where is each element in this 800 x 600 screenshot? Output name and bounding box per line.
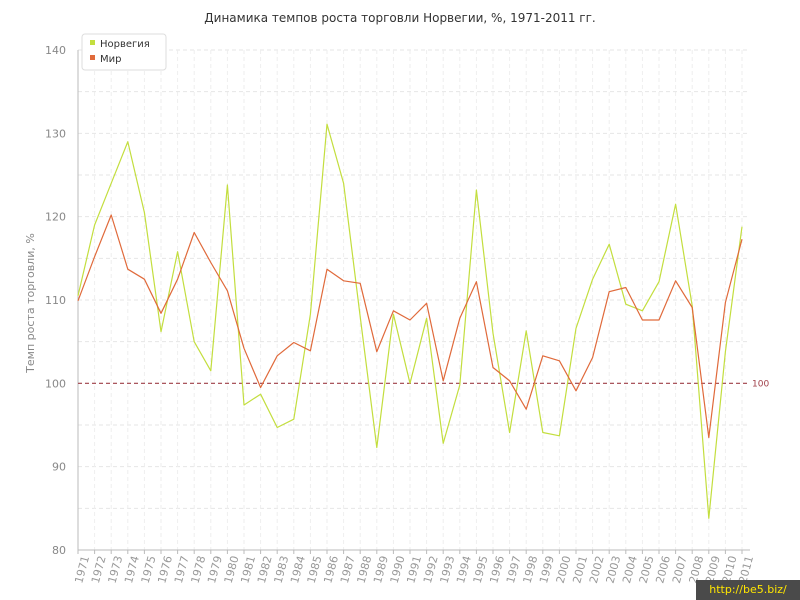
legend-label-norway: Норвегия — [100, 39, 150, 50]
series-lines — [77, 123, 743, 519]
watermark: http://be5.biz/ — [696, 580, 800, 600]
y-tick-label: 130 — [45, 127, 66, 140]
legend-swatch-world — [90, 55, 95, 60]
chart-title: Динамика темпов роста торговли Норвегии,… — [204, 11, 595, 25]
y-tick-label: 110 — [45, 294, 66, 307]
legend-swatch-norway — [90, 40, 95, 45]
reference-line-label: 100 — [752, 379, 769, 389]
legend-box — [81, 33, 167, 71]
y-tick-label: 90 — [52, 461, 66, 474]
series-line-norway — [77, 123, 743, 519]
legend-label-world: Мир — [100, 54, 121, 65]
reference-line-group: 100 — [78, 379, 769, 389]
legend: Норвегия Мир — [81, 33, 167, 71]
y-tick-label: 100 — [45, 377, 66, 390]
y-axis-label: Темп роста торговли, % — [24, 233, 37, 374]
grid — [77, 49, 750, 550]
series-line-world — [77, 214, 743, 439]
y-tick-label: 140 — [45, 44, 66, 57]
y-tick-label: 80 — [52, 544, 66, 557]
y-tick-label: 120 — [45, 211, 66, 224]
